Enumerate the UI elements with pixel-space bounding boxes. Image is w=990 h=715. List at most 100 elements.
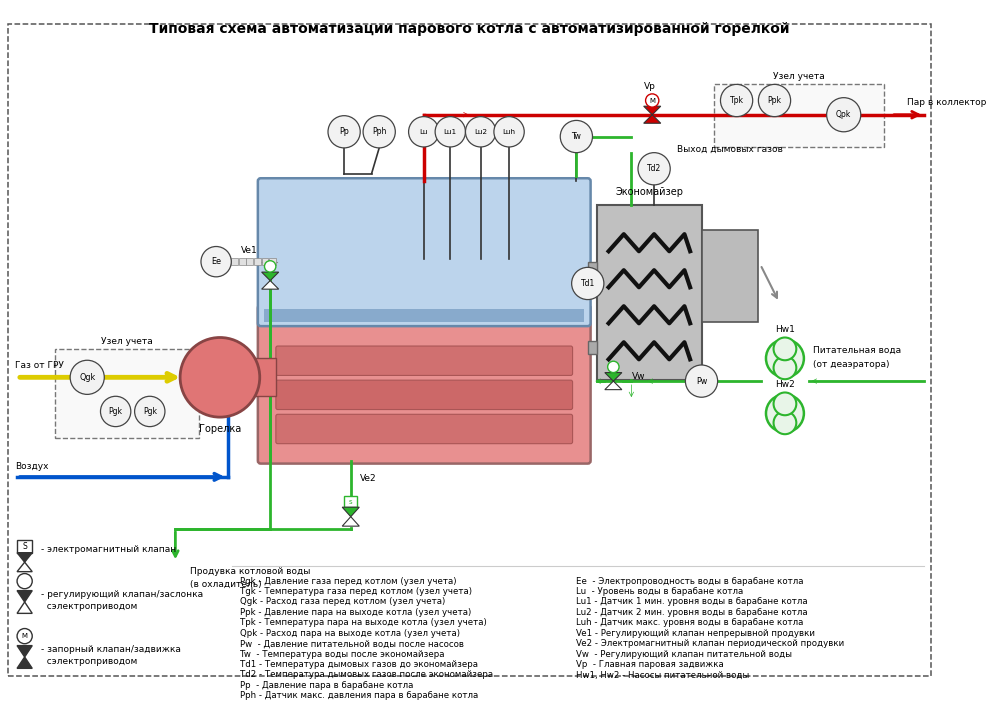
Text: - электромагнитный клапан: - электромагнитный клапан — [41, 546, 176, 554]
Polygon shape — [17, 591, 33, 602]
FancyBboxPatch shape — [8, 24, 931, 676]
Text: Продувка котловой воды: Продувка котловой воды — [190, 567, 310, 576]
Text: Pph: Pph — [372, 127, 386, 137]
Text: Tpk - Температура пара на выходе котла (узел учета): Tpk - Температура пара на выходе котла (… — [240, 618, 487, 627]
Text: M: M — [22, 633, 28, 639]
Circle shape — [827, 98, 860, 132]
Circle shape — [135, 396, 165, 427]
Text: Газ от ГРУ: Газ от ГРУ — [15, 362, 64, 370]
Circle shape — [264, 261, 276, 272]
FancyBboxPatch shape — [257, 305, 591, 463]
Circle shape — [70, 360, 104, 395]
Bar — [17, 541, 33, 553]
Polygon shape — [605, 373, 622, 381]
FancyBboxPatch shape — [276, 380, 572, 410]
Text: Hw1: Hw1 — [775, 325, 795, 335]
Circle shape — [773, 357, 796, 379]
Polygon shape — [644, 107, 660, 114]
Text: Pw: Pw — [696, 377, 707, 385]
Bar — [269, 258, 276, 265]
Polygon shape — [17, 646, 33, 657]
Text: Td2 - Температура дымовых газов после экономайзера: Td2 - Температура дымовых газов после эк… — [240, 671, 493, 679]
Polygon shape — [644, 114, 660, 123]
Text: Воздух: Воздух — [15, 462, 49, 471]
Bar — [597, 204, 702, 380]
Text: Пар в коллектор: Пар в коллектор — [907, 98, 987, 107]
Circle shape — [773, 393, 796, 415]
Text: - запорный клапан/задвижка: - запорный клапан/задвижка — [41, 645, 180, 654]
Polygon shape — [17, 562, 33, 572]
Polygon shape — [261, 272, 279, 280]
Text: (в охладитель): (в охладитель) — [190, 579, 261, 588]
Circle shape — [685, 365, 718, 398]
Text: Lu2 - Датчик 2 мин. уровня воды в барабане котла: Lu2 - Датчик 2 мин. уровня воды в бараба… — [576, 608, 808, 617]
Text: (от деаэратора): (от деаэратора) — [814, 360, 890, 368]
Text: Qgk - Расход газа перед котлом (узел учета): Qgk - Расход газа перед котлом (узел уче… — [240, 598, 446, 606]
Bar — [261, 258, 268, 265]
Text: Ve2: Ve2 — [359, 474, 376, 483]
Bar — [239, 258, 246, 265]
Text: Pw  - Давление питательной воды после насосов: Pw - Давление питательной воды после нас… — [240, 639, 464, 649]
Bar — [247, 258, 253, 265]
Circle shape — [363, 116, 395, 148]
Polygon shape — [17, 602, 33, 613]
Text: Pp: Pp — [340, 127, 349, 137]
Text: - регулирующий клапан/заслонка: - регулирующий клапан/заслонка — [41, 590, 203, 599]
Text: Td1 - Температура дымовых газов до экономайзера: Td1 - Температура дымовых газов до эконо… — [240, 660, 478, 669]
Text: Tw  - Температура воды после экономайзера: Tw - Температура воды после экономайзера — [240, 650, 445, 659]
Text: Lu: Lu — [420, 129, 428, 135]
Circle shape — [571, 267, 604, 300]
Polygon shape — [17, 553, 33, 562]
Circle shape — [101, 396, 131, 427]
Text: Tpk: Tpk — [730, 96, 743, 105]
Text: Luh: Luh — [503, 129, 516, 135]
Circle shape — [560, 120, 592, 152]
Circle shape — [180, 337, 259, 417]
Polygon shape — [343, 517, 359, 526]
Text: Vw: Vw — [633, 372, 645, 381]
Text: Экономайзер: Экономайзер — [616, 187, 683, 197]
Circle shape — [328, 116, 360, 148]
Circle shape — [436, 117, 465, 147]
Polygon shape — [261, 280, 279, 289]
FancyBboxPatch shape — [276, 346, 572, 375]
Text: Tgk - Температура газа перед котлом (узел учета): Tgk - Температура газа перед котлом (узе… — [240, 587, 472, 596]
Text: сэлектроприводом: сэлектроприводом — [41, 657, 138, 666]
Text: Pgk: Pgk — [109, 407, 123, 416]
Circle shape — [773, 411, 796, 434]
Bar — [264, 309, 584, 322]
Circle shape — [608, 361, 619, 373]
Polygon shape — [343, 507, 359, 517]
Bar — [345, 495, 357, 507]
Text: Pgk: Pgk — [143, 407, 156, 416]
Circle shape — [758, 84, 791, 117]
Text: Hw1, Hw2 - Насосы питательной воды: Hw1, Hw2 - Насосы питательной воды — [576, 671, 749, 679]
Text: M: M — [649, 97, 655, 104]
FancyBboxPatch shape — [714, 84, 883, 147]
Bar — [232, 258, 238, 265]
Text: Ppk - Давление пара на выходе котла (узел учета): Ppk - Давление пара на выходе котла (узе… — [240, 608, 471, 617]
Text: Горелка: Горелка — [199, 423, 241, 433]
Bar — [702, 230, 758, 322]
Text: Td2: Td2 — [647, 164, 661, 173]
Text: S: S — [22, 542, 27, 551]
Text: Lu1: Lu1 — [444, 129, 456, 135]
Circle shape — [645, 94, 659, 107]
Text: Vp: Vp — [644, 82, 655, 91]
Text: сэлектроприводом: сэлектроприводом — [41, 602, 138, 611]
Text: Qpk - Расход пара на выходе котла (узел учета): Qpk - Расход пара на выходе котла (узел … — [240, 628, 459, 638]
Text: Tw: Tw — [571, 132, 581, 141]
Text: Lu1 - Датчик 1 мин. уровня воды в барабане котла: Lu1 - Датчик 1 мин. уровня воды в бараба… — [576, 598, 808, 606]
Bar — [255, 358, 276, 396]
Text: Td1: Td1 — [580, 279, 595, 288]
Text: Ve1 - Регулирующий клапан непрерывной продувки: Ve1 - Регулирующий клапан непрерывной пр… — [576, 628, 816, 638]
Text: Pph - Датчик макс. давления пара в барабане котла: Pph - Датчик макс. давления пара в бараб… — [240, 691, 478, 701]
Circle shape — [17, 573, 33, 588]
Text: Lu2: Lu2 — [474, 129, 487, 135]
Text: Узел учета: Узел учета — [773, 72, 825, 82]
Circle shape — [494, 117, 525, 147]
Text: Hw2: Hw2 — [775, 380, 795, 390]
Text: Ve2 - Электромагнитный клапан периодической продувки: Ve2 - Электромагнитный клапан периодичес… — [576, 639, 844, 649]
Circle shape — [638, 152, 670, 185]
Text: Типовая схема автоматизации парового котла с автоматизированной горелкой: Типовая схема автоматизации парового кот… — [149, 22, 789, 36]
